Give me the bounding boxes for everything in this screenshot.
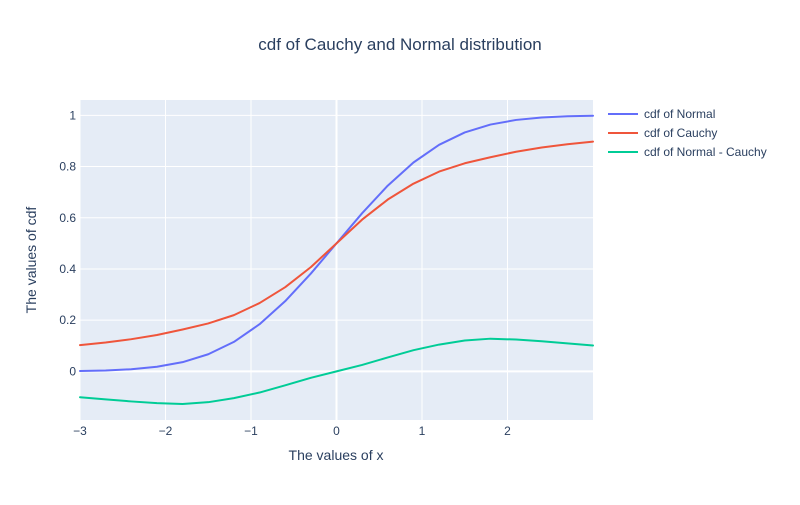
y-tick-label: 1 xyxy=(69,108,76,122)
y-tick-label: 0.2 xyxy=(59,313,76,327)
series-line-1 xyxy=(79,140,594,347)
x-grid xyxy=(79,100,508,420)
chart-title: cdf of Cauchy and Normal distribution xyxy=(258,35,541,54)
y-tick-labels: 0 0.2 0.4 0.6 0.8 1 xyxy=(59,108,76,378)
x-axis-label: The values of x xyxy=(289,447,384,463)
x-tick-label: −2 xyxy=(159,424,173,438)
legend-label-2: cdf of Normal - Cauchy xyxy=(644,145,767,159)
y-tick-label: 0 xyxy=(69,364,76,378)
x-tick-label: −3 xyxy=(73,424,87,438)
series-layer xyxy=(79,114,594,406)
y-axis-label: The values of cdf xyxy=(23,207,39,314)
y-tick-label: 0.4 xyxy=(59,262,76,276)
legend-label-0: cdf of Normal xyxy=(644,107,715,121)
x-tick-label: 0 xyxy=(333,424,340,438)
y-tick-label: 0.8 xyxy=(59,160,76,174)
legend-label-1: cdf of Cauchy xyxy=(644,126,717,140)
y-tick-label: 0.6 xyxy=(59,211,76,225)
legend: cdf of Normal cdf of Cauchy cdf of Normal … xyxy=(608,107,767,159)
x-tick-label: −1 xyxy=(244,424,258,438)
x-tick-label: 2 xyxy=(504,424,511,438)
x-tick-label: 1 xyxy=(419,424,426,438)
series-line-2 xyxy=(79,337,594,406)
x-tick-labels: −3 −2 −1 0 1 2 xyxy=(73,424,511,438)
